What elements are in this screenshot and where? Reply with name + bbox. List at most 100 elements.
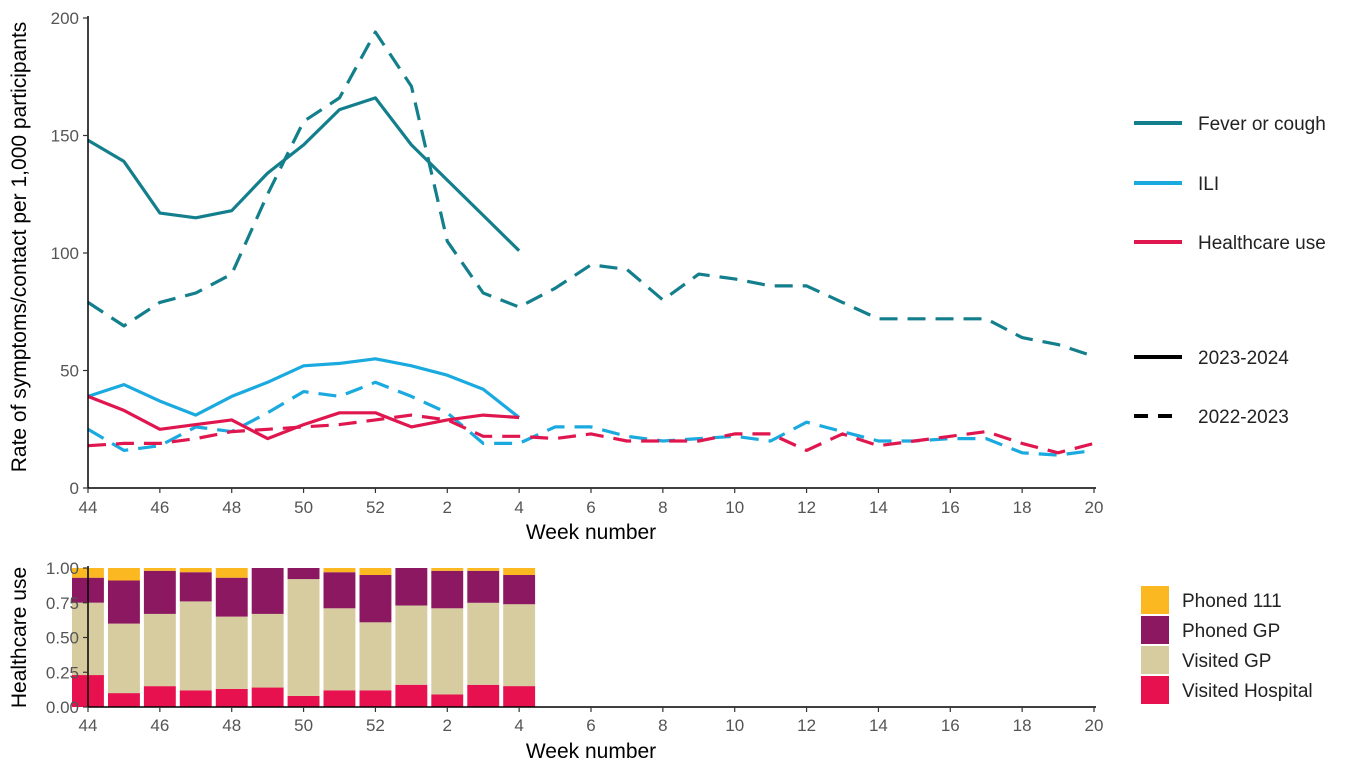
- series-line-healthcare-use-2022-2023: [87, 413, 1095, 455]
- bar-segment-phoned-111: [359, 568, 392, 575]
- x-tick-label-bottom: 16: [941, 716, 960, 735]
- series-line-ili-2022-2023: [87, 380, 1095, 457]
- bar-segment-visited-hospital: [143, 686, 176, 707]
- bar-segment-visited-hospital: [287, 695, 320, 707]
- x-tick-label: 8: [658, 498, 667, 517]
- x-tick-label: 10: [725, 498, 744, 517]
- bar-segment-phoned-111: [323, 568, 356, 573]
- x-tick-label: 4: [514, 498, 523, 517]
- bar-segment-visited-hospital: [503, 686, 536, 707]
- y-axis-title: Rate of symptoms/contact per 1,000 parti…: [8, 22, 31, 473]
- legend-style-label: 2023-2024: [1198, 348, 1289, 369]
- x-tick-label: 44: [79, 498, 98, 517]
- y-tick-label-bottom: 1.00: [46, 559, 79, 578]
- bar-segment-phoned-gp: [323, 572, 356, 609]
- bar-legend: Phoned 111 Phoned GP Visited GP Visited Hos…: [1141, 586, 1313, 704]
- bar-segment-visited-gp: [215, 616, 248, 689]
- bar-segment-visited-gp: [143, 613, 176, 687]
- line-series-group: [87, 30, 1095, 457]
- legend-label: Healthcare use: [1198, 233, 1326, 254]
- bar-segment-visited-hospital: [395, 684, 428, 707]
- x-axis-title-bottom: Week number: [526, 740, 656, 763]
- y-tick-label-bottom: 0.75: [46, 594, 79, 613]
- bar-segment-visited-gp: [467, 602, 500, 685]
- legend-swatch-bottom: [1141, 676, 1169, 704]
- bar-segment-phoned-gp: [503, 575, 536, 605]
- y-tick-label: 150: [51, 127, 79, 146]
- bar-segment-visited-gp: [108, 623, 140, 694]
- x-tick-label-bottom: 44: [79, 716, 98, 735]
- y-tick-label: 100: [51, 244, 79, 263]
- bar-segment-phoned-111: [503, 568, 536, 575]
- y-tick-label-bottom: 0.25: [46, 663, 79, 682]
- bar-segment-phoned-111: [108, 568, 140, 581]
- bar-segment-phoned-gp: [215, 577, 248, 617]
- series-line-fever-or-cough-2022-2023: [87, 30, 1095, 358]
- x-tick-label-bottom: 18: [1013, 716, 1032, 735]
- legend-label: Fever or cough: [1198, 114, 1326, 135]
- x-tick-label: 16: [941, 498, 960, 517]
- bar-segment-phoned-gp: [143, 570, 176, 614]
- bar-segment-visited-gp: [431, 608, 464, 695]
- bar-segment-phoned-111: [467, 568, 500, 571]
- bar-segment-visited-hospital: [467, 684, 500, 707]
- x-tick-label-bottom: 4: [514, 716, 523, 735]
- bar-segment-visited-gp: [179, 601, 212, 691]
- x-tick-label: 46: [150, 498, 169, 517]
- bar-segment-phoned-gp: [251, 568, 284, 614]
- bar-segment-visited-hospital: [215, 688, 248, 707]
- bar-segment-visited-hospital: [431, 694, 464, 707]
- bar-segment-visited-hospital: [323, 690, 356, 707]
- y-tick-label: 0: [70, 479, 79, 498]
- x-tick-label-bottom: 2: [443, 716, 452, 735]
- x-tick-label-bottom: 14: [869, 716, 888, 735]
- bar-segment-phoned-111: [431, 568, 464, 571]
- legend-style-label: 2022-2023: [1198, 407, 1289, 428]
- legend-label: ILI: [1198, 174, 1219, 195]
- x-tick-label: 20: [1085, 498, 1104, 517]
- x-tick-label-bottom: 6: [586, 716, 595, 735]
- x-tick-label-bottom: 52: [366, 716, 385, 735]
- x-tick-label-bottom: 8: [658, 716, 667, 735]
- x-tick-label: 48: [222, 498, 241, 517]
- bar-segment-visited-hospital: [359, 690, 392, 707]
- bar-segment-visited-gp: [359, 622, 392, 691]
- legend-label-bottom: Phoned GP: [1182, 621, 1280, 642]
- bar-segment-visited-hospital: [179, 690, 212, 707]
- stacked-bars-group: [72, 568, 536, 707]
- bar-segment-phoned-gp: [108, 580, 140, 624]
- y-tick-label: 200: [51, 9, 79, 28]
- bar-segment-phoned-gp: [467, 570, 500, 603]
- series-line-healthcare-use-2023-2024: [87, 394, 520, 441]
- series-line-fever-or-cough-2023-2024: [87, 96, 521, 252]
- bar-segment-phoned-111: [143, 568, 176, 571]
- x-tick-label-bottom: 20: [1085, 716, 1104, 735]
- x-tick-label: 50: [294, 498, 313, 517]
- x-tick-label: 6: [586, 498, 595, 517]
- bar-segment-visited-hospital: [251, 687, 284, 707]
- bar-segment-visited-gp: [251, 613, 284, 688]
- bar-segment-phoned-gp: [287, 568, 320, 580]
- x-axis-title: Week number: [526, 521, 656, 544]
- x-tick-label-bottom: 12: [797, 716, 816, 735]
- legend-label-bottom: Phoned 111: [1182, 591, 1282, 612]
- bar-segment-visited-hospital: [108, 693, 140, 707]
- x-tick-label: 14: [869, 498, 888, 517]
- legend-swatch-bottom: [1141, 586, 1169, 614]
- bar-segment-visited-gp: [323, 608, 356, 691]
- x-tick-label: 12: [797, 498, 816, 517]
- bar-segment-phoned-111: [179, 568, 212, 573]
- series-line-ili-2023-2024: [87, 357, 521, 419]
- bar-segment-visited-gp: [503, 604, 536, 687]
- y-tick-label-bottom: 0.00: [46, 698, 79, 717]
- bar-segment-phoned-gp: [179, 572, 212, 602]
- bar-segment-visited-gp: [395, 605, 428, 685]
- bar-segment-visited-gp: [287, 579, 320, 696]
- bar-segment-phoned-111: [215, 568, 248, 578]
- legend-label-bottom: Visited Hospital: [1182, 681, 1313, 702]
- y-tick-label-bottom: 0.50: [46, 629, 79, 648]
- legend-label-bottom: Visited GP: [1182, 651, 1271, 672]
- x-tick-label: 18: [1013, 498, 1032, 517]
